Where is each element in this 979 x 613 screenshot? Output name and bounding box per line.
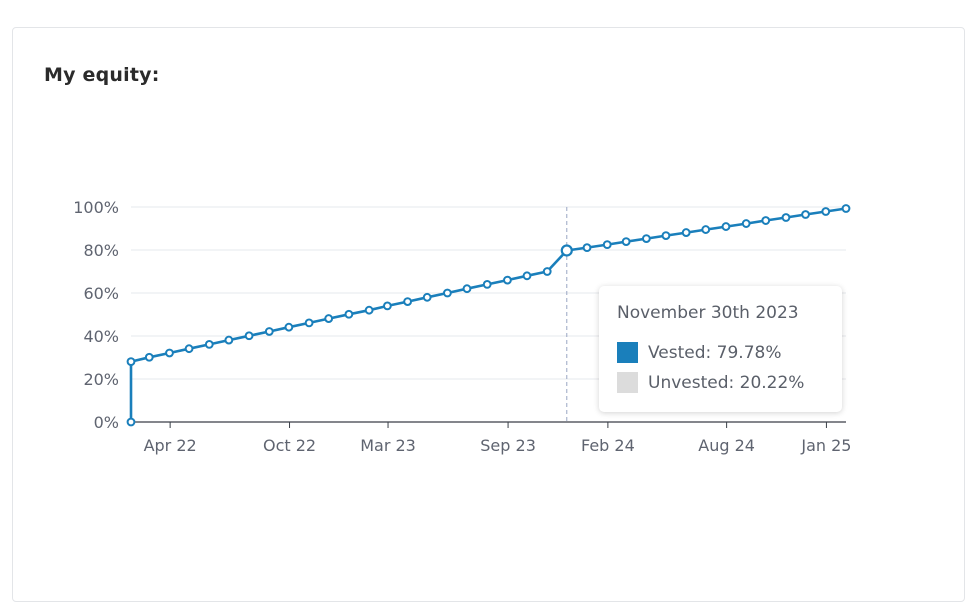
y-tick-label: 100% [73, 198, 119, 217]
data-point[interactable] [841, 204, 851, 213]
y-tick-label: 0% [94, 413, 119, 432]
y-axis: 0% 20% 40% 60% 80% 100% [73, 198, 119, 432]
x-tick-label: Mar 23 [360, 436, 416, 455]
y-tick-label: 80% [83, 241, 119, 260]
vested-swatch [617, 342, 638, 363]
x-tick-label: Feb 24 [581, 436, 635, 455]
data-point[interactable] [224, 335, 234, 345]
highlighted-point[interactable] [560, 244, 573, 257]
tooltip-unvested-row: Unvested: 20.22% [617, 372, 804, 393]
data-point[interactable] [204, 339, 214, 349]
unvested-swatch [617, 372, 638, 393]
chart-tooltip: November 30th 2023 Vested: 79.78% Unvest… [599, 286, 842, 412]
data-point[interactable] [801, 210, 810, 219]
data-point[interactable] [344, 309, 354, 319]
x-tick-label: Aug 24 [698, 436, 755, 455]
data-point[interactable] [184, 344, 194, 354]
x-tick-label: Apr 22 [144, 436, 197, 455]
data-point[interactable] [462, 284, 472, 294]
data-point[interactable] [244, 331, 254, 341]
data-point[interactable] [681, 228, 691, 237]
data-point[interactable] [364, 305, 374, 315]
x-tick-label: Oct 22 [263, 436, 316, 455]
data-point[interactable] [144, 352, 154, 362]
data-point[interactable] [741, 219, 751, 228]
tooltip-vested-label: Vested: 79.78% [648, 342, 782, 363]
data-point[interactable] [781, 213, 791, 222]
y-tick-label: 60% [83, 284, 119, 303]
tooltip-date: November 30th 2023 [617, 303, 799, 323]
tooltip-unvested-label: Unvested: 20.22% [648, 372, 805, 393]
data-point[interactable] [621, 237, 631, 247]
x-axis: Apr 22 Oct 22 Mar 23 Sep 23 Feb 24 Aug 24 Jan … [144, 422, 851, 455]
card-title: My equity: [44, 64, 160, 86]
data-point[interactable] [382, 301, 392, 311]
data-point[interactable] [761, 216, 771, 225]
data-point[interactable] [721, 222, 731, 231]
data-point[interactable] [284, 322, 294, 332]
x-tick-label: Jan 25 [800, 436, 851, 455]
tooltip-vested-row: Vested: 79.78% [617, 342, 782, 363]
y-tick-label: 20% [83, 370, 119, 389]
data-point[interactable] [522, 271, 532, 281]
data-point[interactable] [602, 240, 612, 250]
data-point[interactable] [403, 297, 413, 307]
data-point[interactable] [264, 327, 274, 336]
data-point[interactable] [422, 292, 432, 302]
data-point[interactable] [661, 231, 671, 240]
data-point[interactable] [503, 275, 512, 285]
data-point[interactable] [641, 234, 651, 244]
data-point[interactable] [582, 243, 592, 253]
data-point[interactable] [443, 288, 452, 298]
data-point[interactable] [304, 318, 314, 328]
data-point[interactable] [542, 267, 552, 276]
data-point[interactable] [482, 280, 492, 289]
vested-series[interactable] [126, 204, 851, 427]
data-point[interactable] [165, 348, 174, 358]
data-point[interactable] [324, 314, 334, 323]
data-point[interactable] [126, 357, 136, 367]
y-tick-label: 40% [83, 327, 119, 346]
x-tick-label: Sep 23 [480, 436, 536, 455]
data-point[interactable] [126, 417, 136, 427]
data-point[interactable] [821, 207, 831, 216]
data-point[interactable] [701, 225, 711, 234]
